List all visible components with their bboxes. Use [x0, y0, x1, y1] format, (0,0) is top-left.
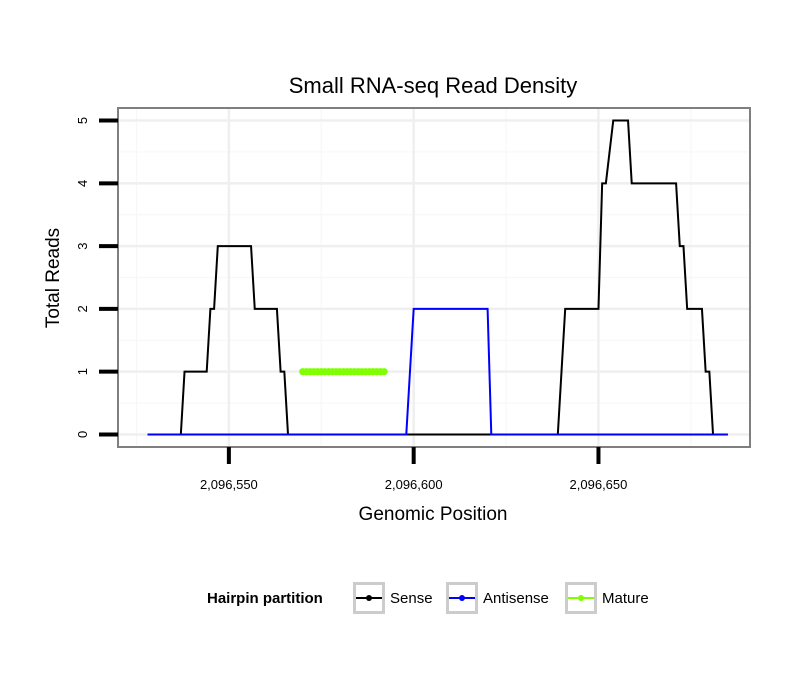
y-tick-label-0: 0	[75, 431, 90, 438]
legend-label-sense: Sense	[390, 590, 433, 607]
axes-layer: 2,096,550 2,096,600 2,096,650 0 1 2 3 4 5	[75, 117, 627, 492]
y-axis-title: Total Reads	[43, 228, 64, 328]
y-tick-label-1: 1	[75, 368, 90, 375]
chart-title: Small RNA-seq Read Density	[289, 73, 578, 98]
y-tick-label-5: 5	[75, 117, 90, 124]
y-tick-label-3: 3	[75, 242, 90, 249]
legend: Hairpin partition Sense Antisense Mature	[207, 582, 649, 614]
x-tick-label-2: 2,096,650	[570, 477, 628, 492]
legend-dot-antisense	[459, 595, 465, 601]
x-tick-label-1: 2,096,600	[385, 477, 443, 492]
legend-label-mature: Mature	[602, 590, 649, 607]
y-tick-label-4: 4	[75, 180, 90, 187]
x-axis-title: Genomic Position	[359, 504, 508, 525]
legend-dot-sense	[366, 595, 372, 601]
series-layer	[147, 119, 728, 436]
gridlines	[118, 108, 750, 447]
antisense-series-line	[147, 307, 728, 436]
x-tick-label-0: 2,096,550	[200, 477, 258, 492]
plot-frame	[117, 107, 751, 448]
legend-title: Hairpin partition	[207, 590, 323, 607]
legend-dot-mature	[578, 595, 584, 601]
sense-series-line	[147, 119, 728, 436]
mature-point-22	[380, 368, 388, 376]
legend-label-antisense: Antisense	[483, 590, 549, 607]
y-tick-label-2: 2	[75, 305, 90, 312]
